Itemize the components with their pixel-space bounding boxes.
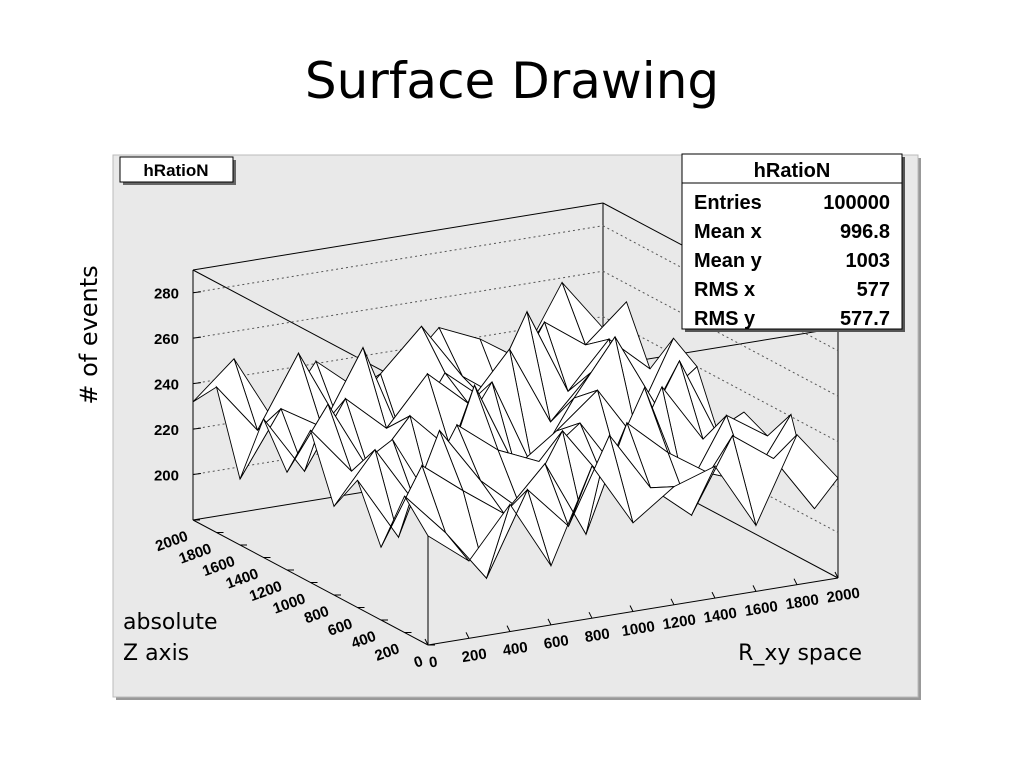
stats-label: RMS x xyxy=(694,279,755,301)
box-edge xyxy=(192,202,604,271)
stats-value: 1003 xyxy=(846,250,891,272)
tick-mark xyxy=(465,632,470,639)
tick-mark xyxy=(506,625,511,632)
tick-mark xyxy=(547,618,552,626)
z-tick-label: 240 xyxy=(154,377,179,394)
z-tick-label: 260 xyxy=(154,331,179,348)
grid-line xyxy=(602,270,839,397)
tick-mark xyxy=(629,605,634,612)
x-tick-label: 1600 xyxy=(743,598,779,620)
x-tick-label: 1400 xyxy=(702,605,738,627)
stats-value: 996.8 xyxy=(840,221,890,243)
stats-value: 100000 xyxy=(823,192,890,214)
grid-line xyxy=(602,316,839,443)
histogram-name: hRatioN xyxy=(143,161,208,180)
tick-mark xyxy=(192,382,202,385)
x-tick-label: 800 xyxy=(584,625,611,646)
z-tick-label: 280 xyxy=(154,286,179,303)
x-tick-label: 400 xyxy=(502,639,529,660)
slide-title: Surface Drawing xyxy=(305,52,719,110)
stats-label: Mean x xyxy=(694,221,762,243)
tick-mark xyxy=(192,291,202,294)
x-axis-title: R_xy space xyxy=(738,641,862,666)
tick-mark xyxy=(588,611,593,619)
x-tick-label: 600 xyxy=(543,632,570,653)
x-tick-label: 1000 xyxy=(620,618,656,640)
grid-line xyxy=(192,225,604,294)
x-tick-label: 1200 xyxy=(661,611,697,633)
name-box xyxy=(119,156,234,183)
tick-mark xyxy=(192,473,202,476)
z-axis-title: # of events xyxy=(75,265,103,404)
tick-mark xyxy=(834,571,839,579)
z-tick-label: 220 xyxy=(154,422,179,439)
tick-mark xyxy=(424,638,429,646)
x-tick-label: 1800 xyxy=(784,591,820,613)
tick-mark xyxy=(192,427,202,430)
y-axis-title-line: absolute xyxy=(123,610,218,635)
x-tick-label: 2000 xyxy=(825,585,861,607)
z-tick-label: 200 xyxy=(154,468,179,485)
tick-mark xyxy=(670,598,675,606)
tick-mark xyxy=(793,578,798,585)
grid-line xyxy=(602,407,839,533)
plot: 200 220 240 260 280 0 200 400 600 800 1000 1200 1400… xyxy=(153,202,861,672)
stats-title: hRatioN xyxy=(754,160,831,182)
stats-label: RMS y xyxy=(694,308,756,330)
stats-value: 577.7 xyxy=(840,308,890,330)
y-axis-title-line: Z axis xyxy=(123,641,189,666)
x-tick-label: 200 xyxy=(461,646,488,667)
tick-mark xyxy=(192,336,202,339)
stats-rows: Entries 100000 Mean x 996.8 Mean y 1003 RMS x 5… xyxy=(694,192,890,330)
surface-cell xyxy=(404,495,470,562)
stats-label: Mean y xyxy=(694,250,763,272)
stats-value: 577 xyxy=(857,279,890,301)
tick-mark xyxy=(711,591,716,599)
stats-label: Entries xyxy=(694,192,762,214)
grid-line xyxy=(192,270,604,339)
x-tick-label: 0 xyxy=(428,654,439,672)
tick-mark xyxy=(752,585,757,592)
